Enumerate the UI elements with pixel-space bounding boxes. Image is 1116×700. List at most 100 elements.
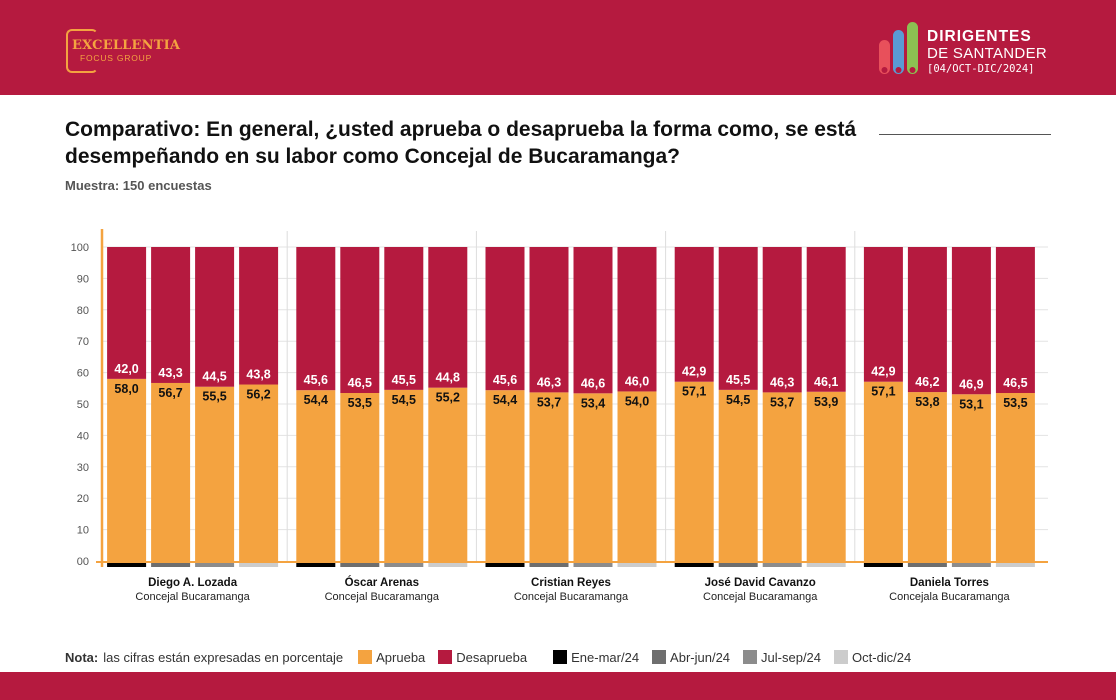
- period-marker: [195, 562, 235, 567]
- bar-aprueba: [995, 393, 1035, 561]
- data-label-desaprueba: 46,5: [1003, 376, 1027, 390]
- excellentia-logo: EXCELLENTIA FOCUS GROUP: [66, 29, 180, 73]
- bar-aprueba: [296, 390, 336, 561]
- data-label-aprueba: 53,4: [581, 396, 605, 410]
- group-name-label: José David Cavanzo: [705, 577, 816, 589]
- legend-swatch: [553, 650, 568, 664]
- group-name-label: Diego A. Lozada: [148, 577, 238, 589]
- y-tick-label: 30: [77, 462, 89, 474]
- period-marker: [340, 562, 380, 567]
- bar-aprueba: [529, 392, 569, 561]
- bar-desaprueba: [107, 247, 147, 379]
- data-label-aprueba: 53,1: [959, 397, 983, 411]
- bar-aprueba: [907, 392, 947, 561]
- bar-desaprueba: [151, 247, 191, 383]
- bar-aprueba: [806, 391, 846, 561]
- period-marker: [239, 562, 279, 567]
- data-label-desaprueba: 46,9: [959, 377, 983, 391]
- period-marker: [674, 562, 714, 567]
- data-label-aprueba: 56,7: [158, 386, 182, 400]
- legend-item-ene-mar: Ene-mar/24: [553, 650, 639, 665]
- bar-desaprueba: [907, 247, 947, 393]
- data-label-aprueba: 58,0: [114, 382, 138, 396]
- group-name-label: Cristian Reyes: [531, 577, 611, 589]
- data-label-desaprueba: 46,5: [348, 376, 372, 390]
- bar-desaprueba: [296, 247, 336, 391]
- bar-desaprueba: [195, 247, 235, 387]
- y-tick-label: 90: [77, 273, 89, 285]
- legend-label: Ene-mar/24: [571, 649, 640, 665]
- bar-aprueba: [485, 390, 525, 561]
- data-label-aprueba: 57,1: [682, 385, 706, 399]
- y-tick-label: 80: [77, 305, 89, 317]
- data-label-aprueba: 53,8: [915, 395, 939, 409]
- data-label-aprueba: 54,4: [493, 393, 517, 407]
- group-role-label: Concejal Bucaramanga: [703, 591, 818, 603]
- bar-desaprueba: [806, 247, 846, 392]
- legend-swatch: [743, 650, 758, 664]
- bar-desaprueba: [995, 247, 1035, 394]
- period-marker: [428, 562, 468, 567]
- data-label-desaprueba: 43,3: [158, 366, 182, 380]
- bar-aprueba: [762, 392, 802, 561]
- legend-swatch: [652, 650, 667, 664]
- group-role-label: Concejala Bucaramanga: [889, 591, 1010, 603]
- period-marker: [529, 562, 569, 567]
- group-role-label: Concejal Bucaramanga: [325, 591, 440, 603]
- period-marker: [863, 562, 903, 567]
- period-marker: [617, 562, 657, 567]
- data-label-aprueba: 55,2: [436, 391, 460, 405]
- bar-aprueba: [863, 381, 903, 561]
- group-role-label: Concejal Bucaramanga: [514, 591, 629, 603]
- bar-aprueba: [195, 386, 235, 561]
- y-tick-label: 00: [77, 556, 89, 568]
- brand-right-date: [04/OCT-DIC/2024]: [927, 63, 1035, 75]
- data-label-desaprueba: 42,9: [682, 365, 706, 379]
- data-label-desaprueba: 42,9: [871, 365, 895, 379]
- data-label-desaprueba: 46,0: [625, 374, 649, 388]
- bar-desaprueba: [239, 247, 279, 385]
- period-marker: [573, 562, 613, 567]
- data-label-desaprueba: 45,5: [726, 373, 750, 387]
- brand-right-line1: DIRIGENTES: [927, 28, 1032, 45]
- period-marker: [296, 562, 336, 567]
- legend-item-jul-sep: Jul-sep/24: [743, 650, 821, 665]
- bar-desaprueba: [718, 247, 758, 390]
- bar-desaprueba: [617, 247, 657, 392]
- y-tick-label: 70: [77, 336, 89, 348]
- period-marker: [951, 562, 991, 567]
- data-label-aprueba: 54,0: [625, 394, 649, 408]
- bar-desaprueba: [428, 247, 468, 388]
- data-label-desaprueba: 45,6: [304, 373, 328, 387]
- legend-item-oct-dic: Oct-dic/24: [834, 650, 911, 665]
- data-label-aprueba: 53,9: [814, 395, 838, 409]
- y-tick-label: 100: [71, 242, 89, 254]
- legend-item-aprueba: Aprueba: [358, 650, 425, 665]
- bar-desaprueba: [573, 247, 613, 394]
- period-marker: [384, 562, 424, 567]
- period-marker: [995, 562, 1035, 567]
- bar-desaprueba: [340, 247, 380, 394]
- legend-label: Desaprueba: [456, 649, 528, 665]
- period-marker: [718, 562, 758, 567]
- y-tick-label: 10: [77, 525, 89, 537]
- legend-swatch: [358, 650, 373, 664]
- legend-nota-label: Nota:: [65, 649, 99, 665]
- data-label-aprueba: 55,5: [202, 390, 226, 404]
- bar-desaprueba: [384, 247, 424, 390]
- data-label-desaprueba: 44,8: [436, 371, 460, 385]
- period-marker: [806, 562, 846, 567]
- data-label-desaprueba: 42,0: [114, 362, 138, 376]
- bar-aprueba: [573, 393, 613, 561]
- chart-subtitle: Muestra: 150 encuestas: [65, 178, 212, 193]
- legend-item-abr-jun: Abr-jun/24: [652, 650, 730, 665]
- period-marker: [151, 562, 191, 567]
- data-label-desaprueba: 45,6: [493, 373, 517, 387]
- legend-label: Jul-sep/24: [761, 649, 822, 665]
- bar-aprueba: [107, 378, 147, 561]
- legend-label: Abr-jun/24: [670, 649, 731, 665]
- data-label-aprueba: 54,4: [304, 393, 328, 407]
- data-label-desaprueba: 46,1: [814, 375, 838, 389]
- bar-aprueba: [151, 382, 191, 561]
- legend-label: Aprueba: [376, 649, 426, 665]
